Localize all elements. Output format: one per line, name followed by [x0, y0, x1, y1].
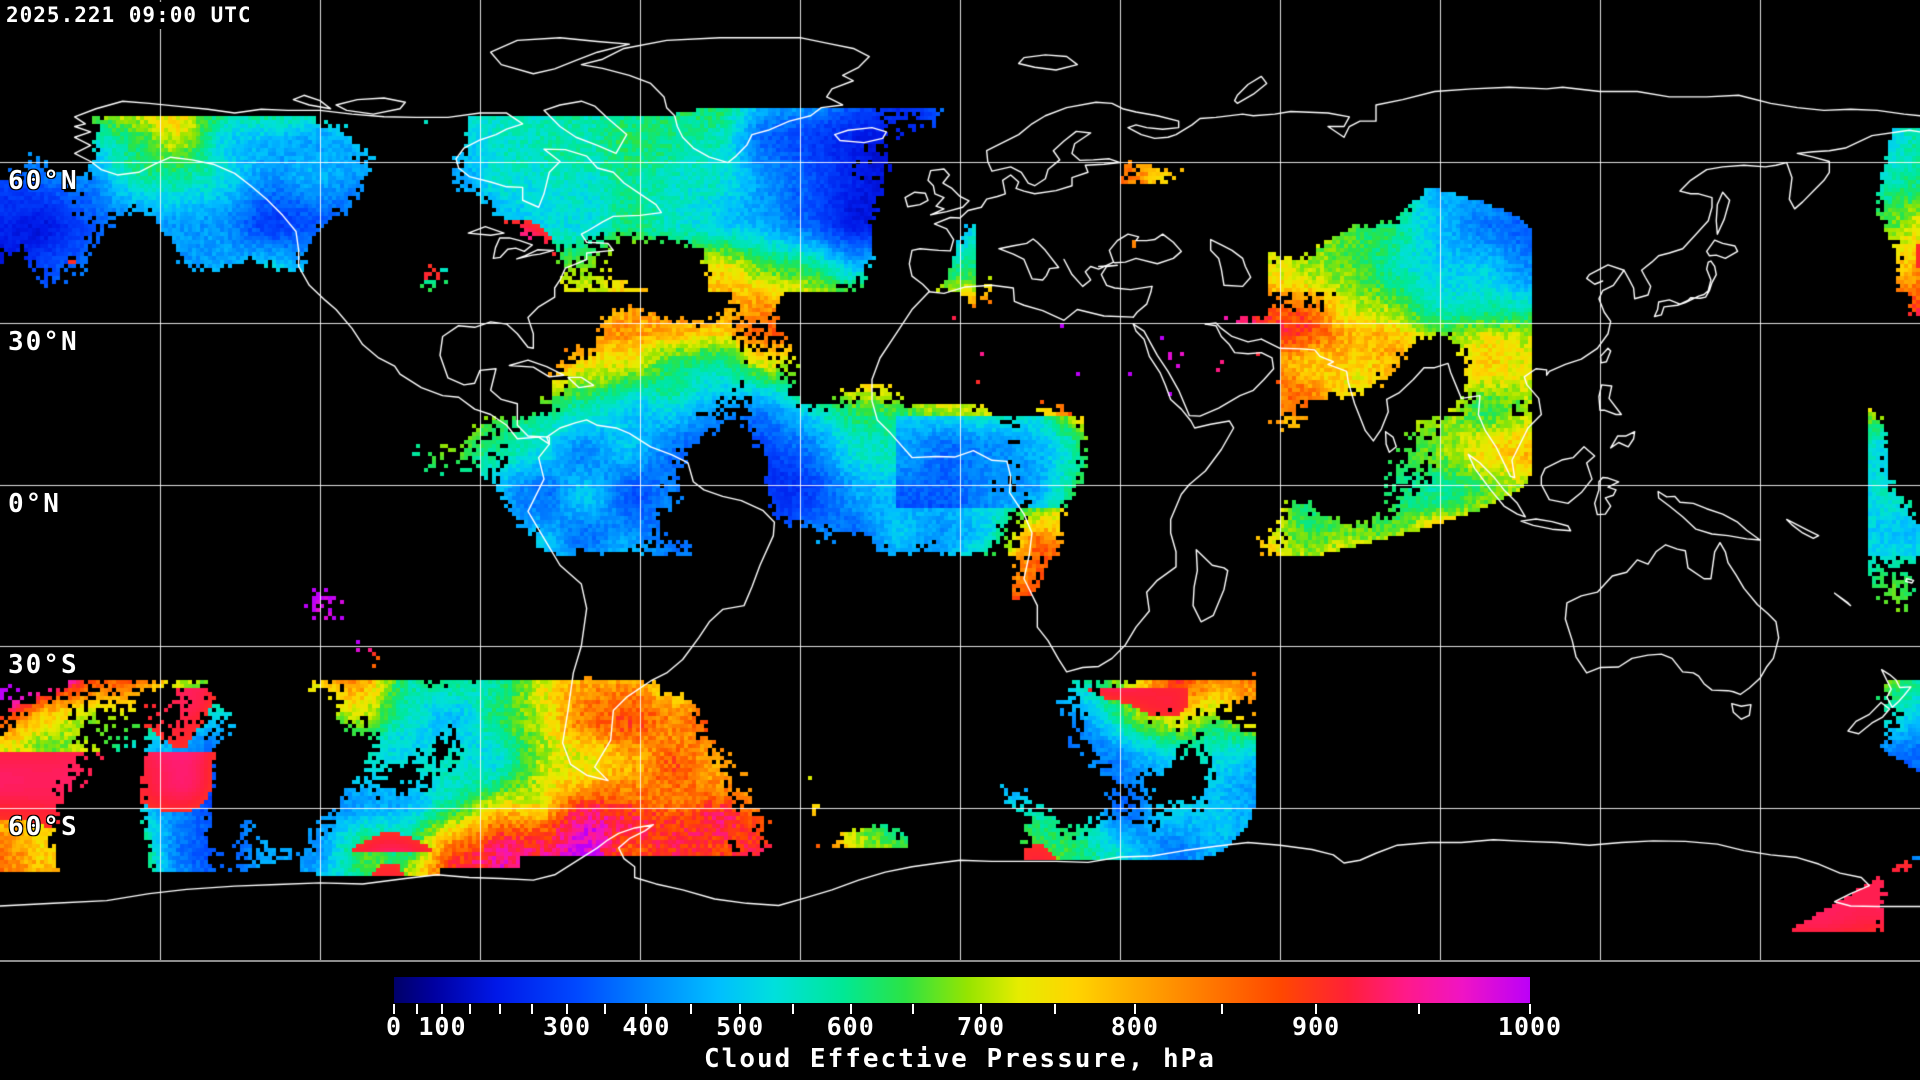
- colorbar-tick: [604, 1004, 607, 1014]
- colorbar-tick: [980, 1004, 983, 1014]
- colorbar-tick: [912, 1004, 915, 1014]
- timestamp-label: 2025.221 09:00 UTC: [2, 2, 262, 29]
- colorbar-tick-label: 300: [542, 1012, 592, 1041]
- colorbar-tick: [1529, 1004, 1531, 1014]
- colorbar-tick-label: 100: [418, 1012, 467, 1041]
- cloud-pressure-map-canvas: [0, 0, 1920, 960]
- colorbar-tick: [416, 1004, 419, 1014]
- colorbar-gradient: [394, 977, 1530, 1003]
- lat-label: 60°S: [8, 811, 79, 842]
- colorbar-tick: [645, 1004, 648, 1014]
- lat-label: 30°N: [8, 327, 79, 357]
- colorbar-tick-label: 600: [826, 1012, 875, 1041]
- colorbar-tick: [739, 1004, 742, 1014]
- colorbar-tick-label: 400: [622, 1012, 671, 1041]
- colorbar-tick-label: 500: [716, 1012, 765, 1041]
- colorbar-tick: [498, 1004, 501, 1014]
- colorbar-tick-label: 0: [385, 1012, 403, 1041]
- lat-label: 60°N: [8, 165, 79, 196]
- colorbar-tick: [690, 1004, 693, 1014]
- colorbar-tick-label: 1000: [1497, 1012, 1563, 1041]
- colorbar-title: Cloud Effective Pressure, hPa: [704, 1044, 1216, 1074]
- colorbar-tick: [468, 1004, 471, 1014]
- lat-label: 30°S: [8, 650, 79, 680]
- colorbar-tick: [849, 1004, 852, 1014]
- colorbar-tick: [1315, 1004, 1318, 1014]
- colorbar-tick-label: 800: [1110, 1012, 1159, 1041]
- colorbar-tick: [441, 1004, 444, 1014]
- colorbar-tick: [1053, 1004, 1056, 1014]
- colorbar-tick: [565, 1004, 568, 1014]
- colorbar-tick-label: 900: [1292, 1012, 1341, 1041]
- colorbar-tick: [1417, 1004, 1420, 1014]
- colorbar-tick: [792, 1004, 795, 1014]
- colorbar-tick: [1133, 1004, 1136, 1014]
- colorbar-tick: [393, 1004, 395, 1014]
- colorbar-tick-label: 700: [956, 1012, 1006, 1041]
- colorbar-tick: [530, 1004, 533, 1014]
- map-colorbar-divider: [0, 960, 1920, 962]
- colorbar-tick: [1220, 1004, 1223, 1014]
- lat-label: 0°N: [8, 488, 61, 519]
